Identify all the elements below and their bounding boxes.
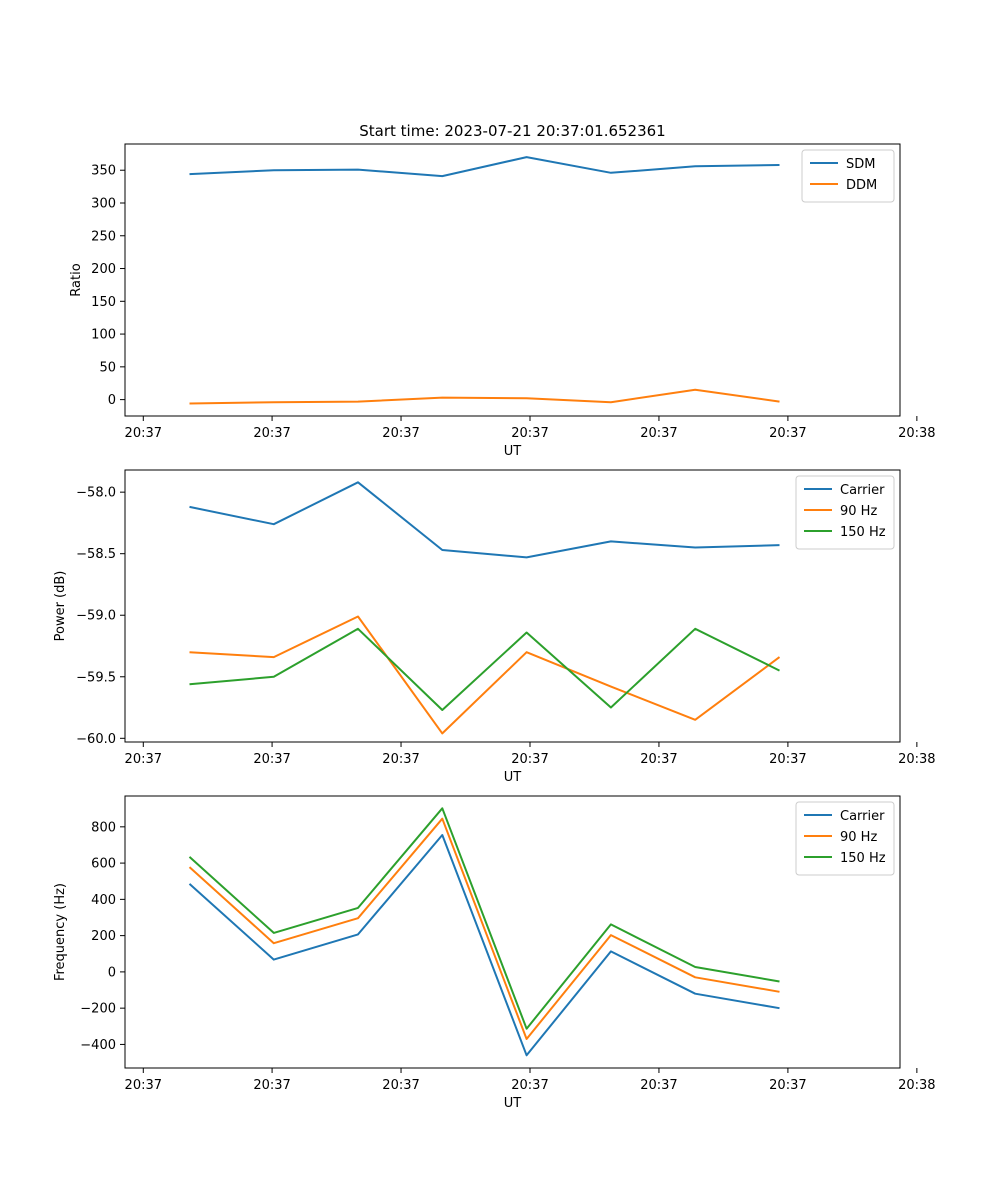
x-tick-label: 20:37 (382, 752, 419, 767)
axes-frame (124, 143, 901, 417)
y-tick-label: −59.0 (76, 609, 116, 624)
series-line-carrier (188, 834, 780, 1057)
x-tick-label: 20:37 (769, 426, 806, 441)
chart-panels: 20:37 20:37 20:37 20:37 20:37 20:37 20:38 0 50 10… (53, 143, 936, 1111)
series-line-sdm (189, 156, 780, 178)
legend-label: 150 Hz (840, 525, 886, 540)
x-tick-label: 20:37 (125, 752, 162, 767)
legend-label: 90 Hz (840, 504, 877, 519)
y-tick-label: 150 (91, 295, 116, 310)
x-tick-label: 20:37 (640, 1078, 677, 1093)
x-tick-label: 20:37 (511, 752, 548, 767)
x-tick-label: 20:37 (125, 1078, 162, 1093)
series-line-150-hz (188, 807, 780, 1030)
y-axis-label: Frequency (Hz) (53, 883, 68, 981)
x-tick-label: 20:37 (253, 426, 290, 441)
x-tick-label: 20:38 (898, 752, 935, 767)
x-tick-label: 20:37 (640, 752, 677, 767)
series-line-carrier (189, 481, 780, 559)
x-tick-label: 20:37 (125, 426, 162, 441)
x-tick-label: 20:37 (253, 1078, 290, 1093)
y-tick-label: −58.5 (76, 547, 116, 562)
y-tick-label: −59.5 (76, 670, 116, 685)
y-tick-label: 200 (91, 262, 116, 277)
legend-label: 150 Hz (840, 851, 886, 866)
y-tick-label: −400 (80, 1038, 116, 1053)
x-tick-label: 20:37 (769, 752, 806, 767)
series-line-90-hz (189, 615, 781, 735)
x-tick-label: 20:37 (511, 426, 548, 441)
x-axis-label: UT (504, 770, 522, 785)
x-tick-label: 20:37 (769, 1078, 806, 1093)
legend: SDM DDM (801, 149, 895, 203)
x-tick-label: 20:37 (253, 752, 290, 767)
y-tick-label: 600 (91, 857, 116, 872)
y-tick-label: 350 (91, 164, 116, 179)
legend: Carrier 90 Hz 150 Hz (795, 475, 895, 550)
y-tick-label: 100 (91, 328, 116, 343)
x-axis-label: UT (504, 444, 522, 459)
chart-panel-1: 20:37 20:37 20:37 20:37 20:37 20:37 20:38 0 50 10… (69, 143, 936, 459)
legend-label: Carrier (840, 809, 885, 824)
legend-label: 90 Hz (840, 830, 877, 845)
x-tick-label: 20:37 (511, 1078, 548, 1093)
x-tick-label: 20:37 (382, 1078, 419, 1093)
y-tick-label: 0 (108, 393, 116, 408)
y-tick-label: 0 (108, 965, 116, 980)
y-tick-label: −60.0 (76, 732, 116, 747)
figure-title: Start time: 2023-07-21 20:37:01.652361 (359, 122, 665, 140)
axes-frame (124, 469, 901, 743)
legend: Carrier 90 Hz 150 Hz (795, 801, 895, 876)
series-line-150-hz (189, 627, 780, 711)
x-axis-label: UT (504, 1096, 522, 1111)
y-tick-label: −58.0 (76, 486, 116, 501)
legend-label: DDM (846, 178, 877, 193)
series-line-ddm (189, 388, 780, 405)
y-axis-label: Power (dB) (53, 571, 68, 642)
axes-frame (124, 795, 901, 1069)
x-tick-label: 20:37 (382, 426, 419, 441)
y-tick-label: 250 (91, 229, 116, 244)
y-axis-label: Ratio (69, 263, 84, 296)
legend-label: SDM (846, 157, 875, 172)
chart-panel-2: 20:37 20:37 20:37 20:37 20:37 20:37 20:38 −60.0… (53, 469, 936, 785)
chart-panel-3: 20:37 20:37 20:37 20:37 20:37 20:37 20:38 −400 −… (53, 795, 936, 1111)
x-tick-label: 20:38 (898, 426, 935, 441)
x-tick-label: 20:37 (640, 426, 677, 441)
y-tick-label: 300 (91, 196, 116, 211)
legend-label: Carrier (840, 483, 885, 498)
x-tick-label: 20:38 (898, 1078, 935, 1093)
y-tick-label: 800 (91, 820, 116, 835)
y-tick-label: 400 (91, 893, 116, 908)
y-tick-label: 200 (91, 929, 116, 944)
y-tick-label: 50 (99, 360, 116, 375)
series-line-90-hz (188, 817, 780, 1040)
y-tick-label: −200 (80, 1002, 116, 1017)
